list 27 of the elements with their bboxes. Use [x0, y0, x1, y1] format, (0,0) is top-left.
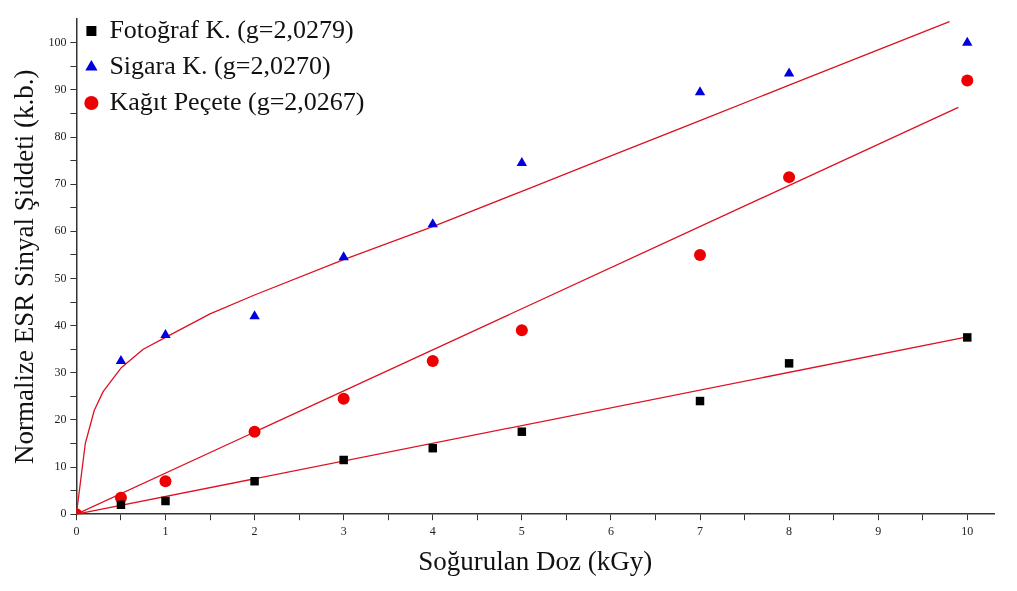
- legend-label: Sigara K. (g=2,0270): [109, 50, 331, 80]
- x-tick-label: 6: [607, 523, 614, 538]
- x-tick-label: 8: [786, 523, 793, 538]
- y-tick-label: 80: [54, 129, 67, 144]
- x-tick-label: 4: [429, 523, 436, 538]
- y-tick-label: 10: [54, 459, 67, 474]
- y-tick-label: 100: [48, 34, 67, 49]
- legend-label: Kağıt Peçete (g=2,0267): [109, 86, 365, 116]
- x-tick-label: 9: [875, 523, 882, 538]
- y-tick-label: 90: [54, 82, 67, 97]
- legend-label: Fotoğraf K. (g=2,0279): [109, 14, 354, 44]
- y-tick-label: 0: [60, 506, 67, 521]
- y-tick-label: 60: [54, 223, 67, 238]
- x-tick-label: 10: [961, 523, 974, 538]
- y-tick-label: 70: [54, 176, 67, 191]
- x-tick-label: 7: [697, 523, 704, 538]
- x-axis-title: Soğurulan Doz (kGy): [418, 545, 653, 576]
- y-tick-label: 30: [54, 364, 67, 379]
- x-tick-label: 2: [251, 523, 258, 538]
- x-tick-label: 5: [518, 523, 525, 538]
- x-tick-label: 0: [73, 523, 80, 538]
- x-tick-label: 3: [340, 523, 347, 538]
- y-tick-label: 50: [54, 270, 67, 285]
- y-tick-label: 20: [54, 412, 67, 427]
- y-axis-title: Normalize ESR Sinyal Şiddeti (k.b.): [9, 69, 40, 464]
- x-tick-label: 1: [162, 523, 169, 538]
- y-tick-label: 40: [54, 317, 67, 332]
